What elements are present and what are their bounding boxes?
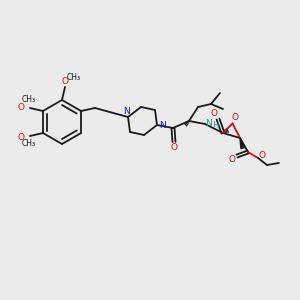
Text: CH₃: CH₃	[67, 74, 81, 82]
Text: O: O	[18, 133, 25, 142]
Polygon shape	[240, 138, 245, 148]
Text: N: N	[159, 121, 165, 130]
Text: N: N	[206, 118, 212, 127]
Text: O: O	[170, 143, 178, 152]
Text: O: O	[211, 109, 218, 118]
Text: CH₃: CH₃	[22, 95, 36, 104]
Text: O: O	[61, 76, 68, 85]
Text: H: H	[212, 122, 218, 130]
Text: O: O	[259, 151, 266, 160]
Text: N: N	[124, 107, 130, 116]
Text: O: O	[18, 103, 25, 112]
Text: O: O	[229, 154, 236, 164]
Text: CH₃: CH₃	[22, 140, 36, 148]
Text: O: O	[231, 113, 238, 122]
